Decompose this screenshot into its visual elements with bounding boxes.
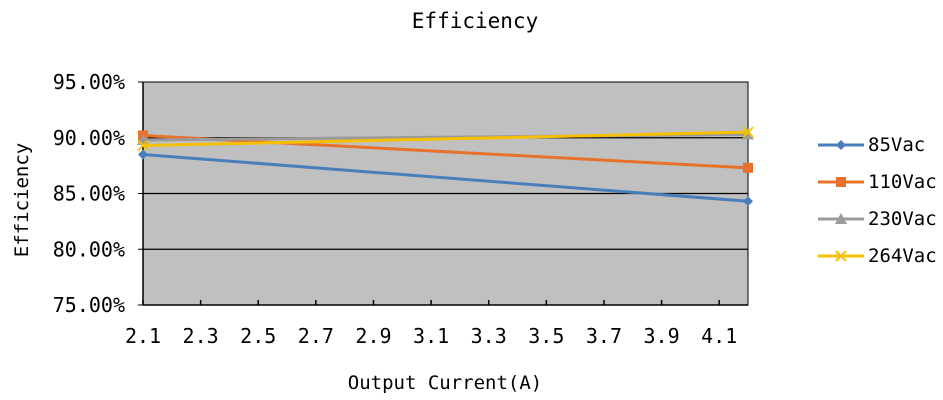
x-tick-label-2: 2.5 bbox=[240, 324, 276, 348]
data-point-264Vac-1 bbox=[742, 126, 754, 138]
series-line-110Vac bbox=[142, 134, 749, 170]
x-tick-label-10: 4.1 bbox=[701, 324, 737, 348]
series-line-85Vac bbox=[142, 152, 749, 203]
chart-title: Efficiency bbox=[412, 9, 538, 33]
y-axis-title: Efficiency bbox=[11, 143, 33, 257]
data-point-85Vac-1 bbox=[743, 196, 753, 207]
x-tick-label-7: 3.5 bbox=[528, 324, 564, 348]
x-tick-label-5: 3.1 bbox=[413, 324, 449, 348]
data-point-264Vac-0-b bbox=[137, 139, 149, 152]
series-264Vac bbox=[137, 126, 754, 152]
data-point-110Vac-1 bbox=[743, 162, 753, 173]
x-tick-label-4: 2.9 bbox=[355, 324, 391, 348]
y-tick-label-4: 75.00% bbox=[53, 293, 125, 317]
x-tick-label-1: 2.3 bbox=[183, 324, 219, 348]
y-tick-label-1: 90.00% bbox=[53, 126, 125, 150]
x-tick-label-3: 2.7 bbox=[298, 324, 334, 348]
legend-marker-264Vac bbox=[835, 250, 847, 262]
data-point-230Vac-1 bbox=[742, 128, 754, 140]
legend-label-264Vac: 264Vac bbox=[868, 245, 937, 267]
legend-marker-264Vac-b bbox=[835, 250, 847, 262]
x-tick-label-0: 2.1 bbox=[125, 324, 161, 348]
y-tick-label-0: 95.00% bbox=[53, 70, 125, 94]
data-point-85Vac-0 bbox=[138, 149, 148, 160]
series-line-264Vac bbox=[142, 130, 749, 148]
y-tick-label-3: 80.00% bbox=[53, 237, 125, 261]
x-axis-title: Output Current(A) bbox=[348, 372, 542, 394]
legend-label-85Vac: 85Vac bbox=[868, 134, 925, 156]
x-tick-label-9: 3.9 bbox=[644, 324, 680, 348]
data-point-264Vac-0 bbox=[137, 139, 149, 152]
legend-marker-230Vac bbox=[835, 213, 847, 224]
x-tick-label-6: 3.3 bbox=[471, 324, 507, 348]
legend-marker-85Vac bbox=[836, 140, 846, 150]
legend-label-110Vac: 110Vac bbox=[868, 171, 937, 193]
x-tick-label-8: 3.7 bbox=[586, 324, 622, 348]
data-point-264Vac-1-b bbox=[742, 126, 754, 138]
legend: 85Vac 110Vac 230Vac 264Vac bbox=[818, 134, 937, 267]
legend-marker-110Vac bbox=[836, 177, 846, 187]
series-85Vac bbox=[138, 149, 753, 207]
legend-label-230Vac: 230Vac bbox=[868, 208, 937, 230]
y-tick-label-2: 85.00% bbox=[53, 182, 125, 206]
